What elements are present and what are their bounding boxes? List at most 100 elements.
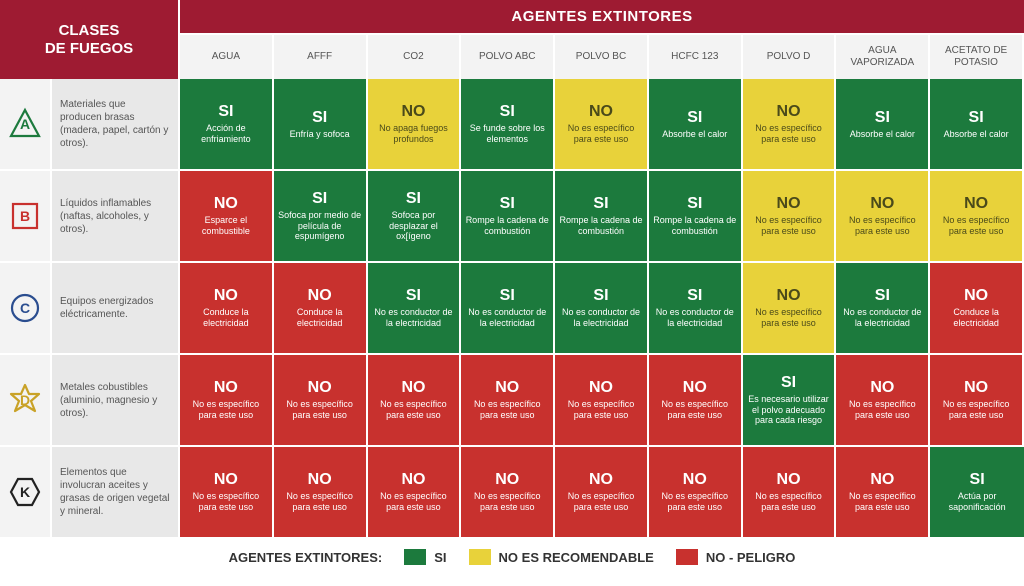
matrix-cell: SIEs necesario utilizar el polvo adecuad… xyxy=(743,355,837,447)
matrix-cell: SI Enfría y sofoca xyxy=(274,79,368,171)
svg-text:D: D xyxy=(20,392,30,408)
cell-verdict: NO xyxy=(401,471,425,489)
cell-detail: Sofoca por desplazar el ox[ígeno xyxy=(372,210,456,242)
cell-verdict: NO xyxy=(683,379,707,397)
matrix-cell: NO No es específico para este uso xyxy=(180,355,274,447)
cell-verdict: NO xyxy=(214,287,238,305)
cell-detail: No es específico para este uso xyxy=(465,491,549,513)
cell-detail: Rompe la cadena de combustión xyxy=(559,215,643,237)
matrix-cell: SIAbsorbe el calor xyxy=(836,79,930,171)
cell-detail: No es conductor de la electricidad xyxy=(465,307,549,329)
matrix-cell: NONo es específico para este uso xyxy=(743,263,837,355)
cell-detail: Conduce la electricidad xyxy=(278,307,362,329)
matrix-cell: NONo es específico para este uso xyxy=(555,79,649,171)
cell-verdict: SI xyxy=(687,195,702,213)
cell-detail: Actúa por saponificación xyxy=(934,491,1020,513)
cell-detail: Sofoca por medio de película de espumíge… xyxy=(278,210,362,242)
legend-item: NO - PELIGRO xyxy=(676,549,796,565)
cell-detail: Rompe la cadena de combustión xyxy=(653,215,737,237)
cell-detail: Rompe la cadena de combustión xyxy=(465,215,549,237)
cell-verdict: NO xyxy=(308,287,332,305)
cell-detail: No es específico para este uso xyxy=(184,399,268,421)
matrix-cell: NONo es específico para este uso xyxy=(461,355,555,447)
cell-verdict: SI xyxy=(875,287,890,305)
cell-detail: No es específico para este uso xyxy=(559,399,643,421)
legend-text: NO ES RECOMENDABLE xyxy=(499,550,654,565)
cell-detail: No es específico para este uso xyxy=(840,215,924,237)
cell-verdict: NO xyxy=(777,103,801,121)
cell-verdict: NO xyxy=(214,379,238,397)
agent-header: CO2 xyxy=(368,35,462,79)
legend-item: SI xyxy=(404,549,446,565)
matrix-cell: NO No es específico para este uso xyxy=(368,355,462,447)
legend-swatch xyxy=(404,549,426,565)
cell-verdict: NO xyxy=(401,379,425,397)
fire-class-icon-A: A xyxy=(0,79,52,171)
cell-detail: No es específico para este uso xyxy=(278,399,362,421)
agent-header: AGUA VAPORIZADA xyxy=(836,35,930,79)
cell-detail: No es específico para este uso xyxy=(372,491,456,513)
matrix-cell: NO No es específico para este uso xyxy=(836,447,930,539)
cell-verdict: NO xyxy=(401,103,425,121)
classes-header: CLASESDE FUEGOS xyxy=(0,0,180,79)
matrix-cell: SIAcción de enfriamiento xyxy=(180,79,274,171)
cell-detail: No es específico para este uso xyxy=(840,399,924,421)
cell-detail: No es específico para este uso xyxy=(559,491,643,513)
matrix-cell: SIAbsorbe el calor xyxy=(930,79,1024,171)
matrix-cell: SIRompe la cadena de combustión xyxy=(461,171,555,263)
cell-detail: No es específico para este uso xyxy=(372,399,456,421)
cell-verdict: NO xyxy=(777,471,801,489)
cell-verdict: SI xyxy=(687,287,702,305)
legend-swatch xyxy=(676,549,698,565)
fire-class-desc: Metales cobustibles (aluminio, magnesio … xyxy=(52,355,180,447)
cell-verdict: SI xyxy=(781,374,796,392)
matrix-cell: NONo es específico para este uso xyxy=(930,355,1024,447)
cell-detail: No es específico para este uso xyxy=(747,307,831,329)
agent-header: POLVO D xyxy=(743,35,837,79)
matrix-cell: NONo es específico para este uso xyxy=(180,447,274,539)
cell-detail: Absorbe el calor xyxy=(662,129,727,140)
cell-detail: No es específico para este uso xyxy=(559,123,643,145)
cell-verdict: SI xyxy=(970,471,985,489)
matrix-cell: SINo es conductor de la electricidad xyxy=(555,263,649,355)
cell-detail: No es específico para este uso xyxy=(934,399,1018,421)
legend-item: NO ES RECOMENDABLE xyxy=(469,549,654,565)
fire-class-desc: Elementos que involucran aceites y grasa… xyxy=(52,447,180,539)
legend-label: AGENTES EXTINTORES: xyxy=(229,550,383,565)
cell-detail: Enfría y sofoca xyxy=(290,129,350,140)
matrix-cell: NONo es específico para este uso xyxy=(555,355,649,447)
cell-detail: No es específico para este uso xyxy=(465,399,549,421)
cell-verdict: NO xyxy=(870,195,894,213)
corner-line1: CLASES xyxy=(59,22,120,39)
cell-verdict: SI xyxy=(593,195,608,213)
cell-detail: No es específico para este uso xyxy=(278,491,362,513)
matrix-cell: NOConduce la electricidad xyxy=(180,263,274,355)
matrix-cell: NOEsparce el combustible xyxy=(180,171,274,263)
matrix-cell: NO No es específico para este uso xyxy=(743,447,837,539)
cell-verdict: SI xyxy=(969,109,984,127)
cell-detail: No es conductor de la electricidad xyxy=(840,307,924,329)
matrix-cell: SI No es conductor de la electricidad xyxy=(836,263,930,355)
cell-verdict: SI xyxy=(406,287,421,305)
matrix-cell: SIAbsorbe el calor xyxy=(649,79,743,171)
cell-verdict: NO xyxy=(870,471,894,489)
svg-text:C: C xyxy=(20,300,30,316)
matrix-cell: SISofoca por medio de película de espumí… xyxy=(274,171,368,263)
cell-detail: No es específico para este uso xyxy=(840,491,924,513)
cell-detail: No es específico para este uso xyxy=(653,399,737,421)
matrix-cell: SISofoca por desplazar el ox[ígeno xyxy=(368,171,462,263)
fire-class-desc: Líquidos inflamables (naftas, alcoholes,… xyxy=(52,171,180,263)
cell-detail: No es específico para este uso xyxy=(747,491,831,513)
matrix-cell: NO No es específico para este uso xyxy=(836,171,930,263)
cell-detail: No es conductor de la electricidad xyxy=(559,307,643,329)
cell-verdict: SI xyxy=(312,109,327,127)
matrix-cell: NONo es específico para este uso xyxy=(274,447,368,539)
cell-detail: Se funde sobre los elementos xyxy=(465,123,549,145)
matrix-cell: NONo apaga fuegos profundos xyxy=(368,79,462,171)
matrix-cell: SI No es conductor de la electricidad xyxy=(368,263,462,355)
agent-header: AGUA xyxy=(180,35,274,79)
cell-detail: No es conductor de la electricidad xyxy=(372,307,456,329)
matrix-cell: NONo es específico para este uso xyxy=(743,171,837,263)
matrix-cell: NO No es específico para este uso xyxy=(368,447,462,539)
fire-class-icon-D: D xyxy=(0,355,52,447)
